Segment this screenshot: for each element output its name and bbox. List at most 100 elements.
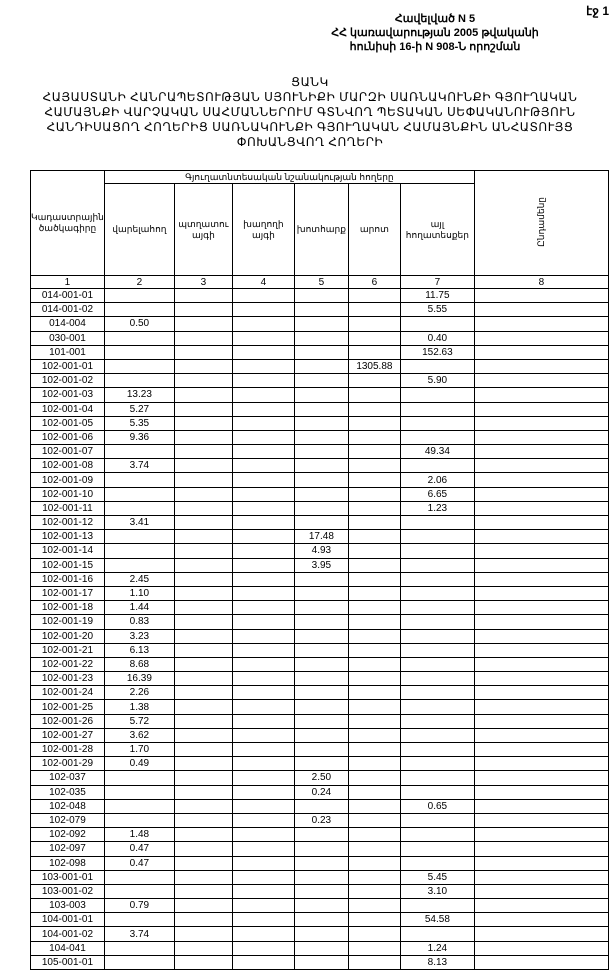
area-cell: [173, 770, 233, 786]
table-row: 102-001-01 1305.88: [30, 358, 609, 375]
cadastral-code-cell: 104-001-01: [30, 912, 105, 928]
area-cell: [103, 940, 175, 956]
area-cell: [293, 585, 349, 602]
area-cell: [399, 812, 475, 829]
area-cell: 8.68: [103, 656, 175, 673]
area-cell: [293, 444, 349, 460]
annex-line: Հավելված N 5: [394, 13, 476, 25]
area-cell: [347, 827, 401, 843]
area-cell: [473, 812, 609, 829]
area-cell: [103, 954, 175, 970]
cadastral-code-cell: 102-079: [30, 812, 105, 829]
area-cell: [347, 671, 401, 687]
area-cell: [231, 883, 295, 900]
cadastral-code-cell: 102-001-21: [30, 642, 105, 658]
table-row: 102-048 0.65: [30, 798, 609, 814]
cadastral-code-cell: 102-001-15: [30, 557, 105, 573]
area-cell: [399, 557, 475, 573]
table-row: 104-001-02 3.74: [30, 926, 609, 942]
area-cell: [231, 855, 295, 871]
area-cell: 2.06: [399, 472, 475, 488]
cadastral-code-cell: 102-001-28: [30, 741, 105, 758]
area-cell: 1.48: [103, 827, 175, 843]
area-cell: [473, 727, 609, 744]
cadastral-code-cell: 102-001-29: [30, 756, 105, 772]
area-cell: [293, 940, 349, 956]
area-cell: [231, 486, 295, 502]
area-cell: 3.62: [103, 727, 175, 744]
cadastral-code-cell: 102-001-17: [30, 585, 105, 602]
area-cell: [347, 784, 401, 800]
area-cell: 3.74: [103, 458, 175, 474]
area-cell: [173, 699, 233, 715]
area-cell: [347, 756, 401, 772]
area-cell: [173, 940, 233, 956]
area-cell: [103, 770, 175, 786]
area-cell: [173, 287, 233, 304]
area-cell: [473, 444, 609, 460]
area-cell: [293, 486, 349, 502]
area-cell: [173, 656, 233, 673]
title-line: ՀԱՅԱՍՏԱՆԻ ՀԱՆՐԱՊԵՏՈՒԹՅԱՆ ՍՅՈՒՆԻՔԻ ՄԱՐԶԻ …: [42, 90, 578, 104]
area-cell: [293, 727, 349, 744]
area-cell: [347, 514, 401, 531]
area-cell: 2.50: [293, 770, 349, 786]
area-cell: [293, 827, 349, 843]
area-cell: 6.65: [399, 486, 475, 502]
area-cell: [473, 373, 609, 389]
area-cell: [231, 628, 295, 644]
area-cell: [347, 529, 401, 545]
cadastral-code-cell: 102-001-12: [30, 514, 105, 531]
area-cell: [293, 373, 349, 389]
area-cell: [231, 529, 295, 545]
area-cell: [293, 656, 349, 673]
cadastral-code-cell: 102-092: [30, 827, 105, 843]
area-cell: [231, 415, 295, 431]
area-cell: [347, 883, 401, 900]
area-cell: [399, 671, 475, 687]
area-cell: [103, 883, 175, 900]
table-row: 102-001-23 16.39: [30, 671, 609, 687]
area-cell: [473, 912, 609, 928]
column-number: 8: [473, 275, 609, 289]
area-cell: [399, 926, 475, 942]
area-cell: [293, 756, 349, 772]
area-cell: 54.58: [399, 912, 475, 928]
cadastral-code-cell: 102-001-16: [30, 571, 105, 587]
area-cell: [173, 373, 233, 389]
area-cell: [293, 429, 349, 446]
area-cell: [173, 529, 233, 545]
area-cell: 5.45: [399, 869, 475, 885]
cadastral-code-cell: 103-001-01: [30, 869, 105, 885]
table-row: 102-001-05 5.35: [30, 415, 609, 431]
header-total: Ընդամենը: [473, 170, 609, 276]
area-cell: 1.10: [103, 585, 175, 602]
area-cell: 0.50: [103, 316, 175, 332]
area-cell: 1.23: [399, 500, 475, 517]
area-cell: [473, 671, 609, 687]
area-cell: [399, 614, 475, 630]
area-cell: [293, 869, 349, 885]
area-cell: [231, 585, 295, 602]
area-cell: [103, 557, 175, 573]
column-number: 2: [103, 275, 175, 289]
area-cell: 1.38: [103, 699, 175, 715]
area-cell: [473, 784, 609, 800]
area-cell: [473, 642, 609, 658]
area-cell: 0.65: [399, 798, 475, 814]
area-cell: 17.48: [293, 529, 349, 545]
area-cell: [173, 344, 233, 360]
area-cell: 3.74: [103, 926, 175, 942]
table-row: 103-001-01 5.45: [30, 869, 609, 885]
area-cell: [173, 514, 233, 531]
area-cell: [231, 827, 295, 843]
area-cell: [347, 898, 401, 914]
area-cell: [173, 784, 233, 800]
area-cell: [231, 287, 295, 304]
cadastral-code-cell: 102-001-24: [30, 685, 105, 701]
column-number: 7: [399, 275, 475, 289]
area-cell: [173, 926, 233, 942]
area-cell: [473, 798, 609, 814]
area-cell: [293, 472, 349, 488]
area-cell: [347, 699, 401, 715]
